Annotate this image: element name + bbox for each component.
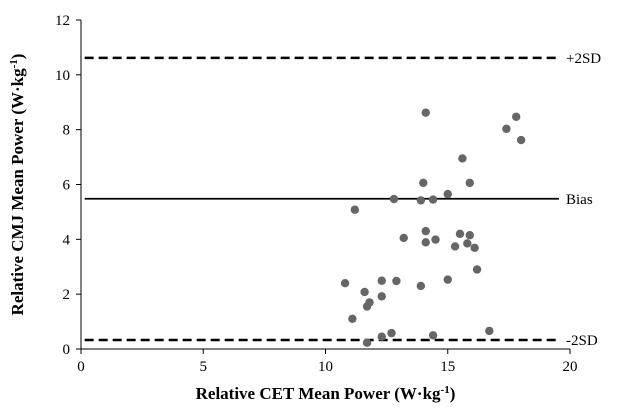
x-tick-label: 10 (318, 359, 333, 375)
data-point (428, 195, 438, 204)
data-point (392, 276, 401, 286)
data-point (377, 332, 386, 341)
data-point (465, 178, 474, 188)
reference-lines: +2SD Bias -2SD (84, 51, 601, 349)
data-point (463, 239, 472, 248)
y-tick-label: 8 (63, 123, 71, 139)
data-point (502, 124, 511, 134)
data-point (443, 275, 452, 284)
data-point (377, 292, 386, 301)
x-tick-label: 5 (200, 359, 208, 375)
data-point (431, 235, 440, 244)
data-point (512, 112, 521, 121)
data-point (399, 233, 408, 243)
data-point (485, 326, 494, 336)
data-point (362, 338, 372, 347)
ticks: 0 5 10 15 20 0 2 4 6 8 10 12 (55, 13, 578, 375)
data-point (377, 276, 386, 285)
data-points (340, 108, 526, 347)
data-point (419, 178, 428, 188)
x-tick-label: 15 (440, 359, 455, 375)
data-point (360, 287, 369, 297)
data-point (450, 242, 460, 251)
upper-loa-label: +2SD (566, 51, 601, 67)
x-tick-label: 20 (563, 359, 578, 375)
data-point (362, 302, 372, 311)
data-point (443, 189, 452, 199)
data-point (421, 238, 430, 247)
data-point (387, 328, 396, 338)
data-point (421, 226, 430, 236)
data-point (455, 229, 465, 239)
data-point (458, 154, 467, 163)
bias-label: Bias (566, 192, 593, 208)
y-tick-label: 2 (63, 287, 71, 303)
y-tick-label: 0 (63, 342, 71, 358)
data-point (350, 205, 360, 214)
data-point (470, 243, 479, 253)
data-point (516, 135, 526, 145)
data-point (340, 279, 350, 288)
data-point (421, 108, 430, 117)
x-tick-label: 0 (77, 359, 85, 375)
y-tick-label: 12 (55, 13, 70, 29)
axes (80, 20, 570, 350)
y-axis-title: Relative CMJ Mean Power (W·kg-1) (8, 54, 27, 316)
data-point (428, 331, 438, 340)
data-point (416, 196, 426, 205)
y-tick-label: 6 (63, 178, 71, 194)
lower-loa-label: -2SD (566, 333, 598, 349)
data-point (389, 194, 399, 204)
data-point (416, 281, 426, 291)
x-axis-title: Relative CET Mean Power (W·kg-1) (196, 384, 456, 403)
data-point (348, 314, 357, 324)
data-point (465, 231, 474, 240)
data-point (472, 265, 482, 274)
y-tick-label: 10 (55, 68, 70, 84)
y-tick-label: 4 (63, 232, 71, 248)
